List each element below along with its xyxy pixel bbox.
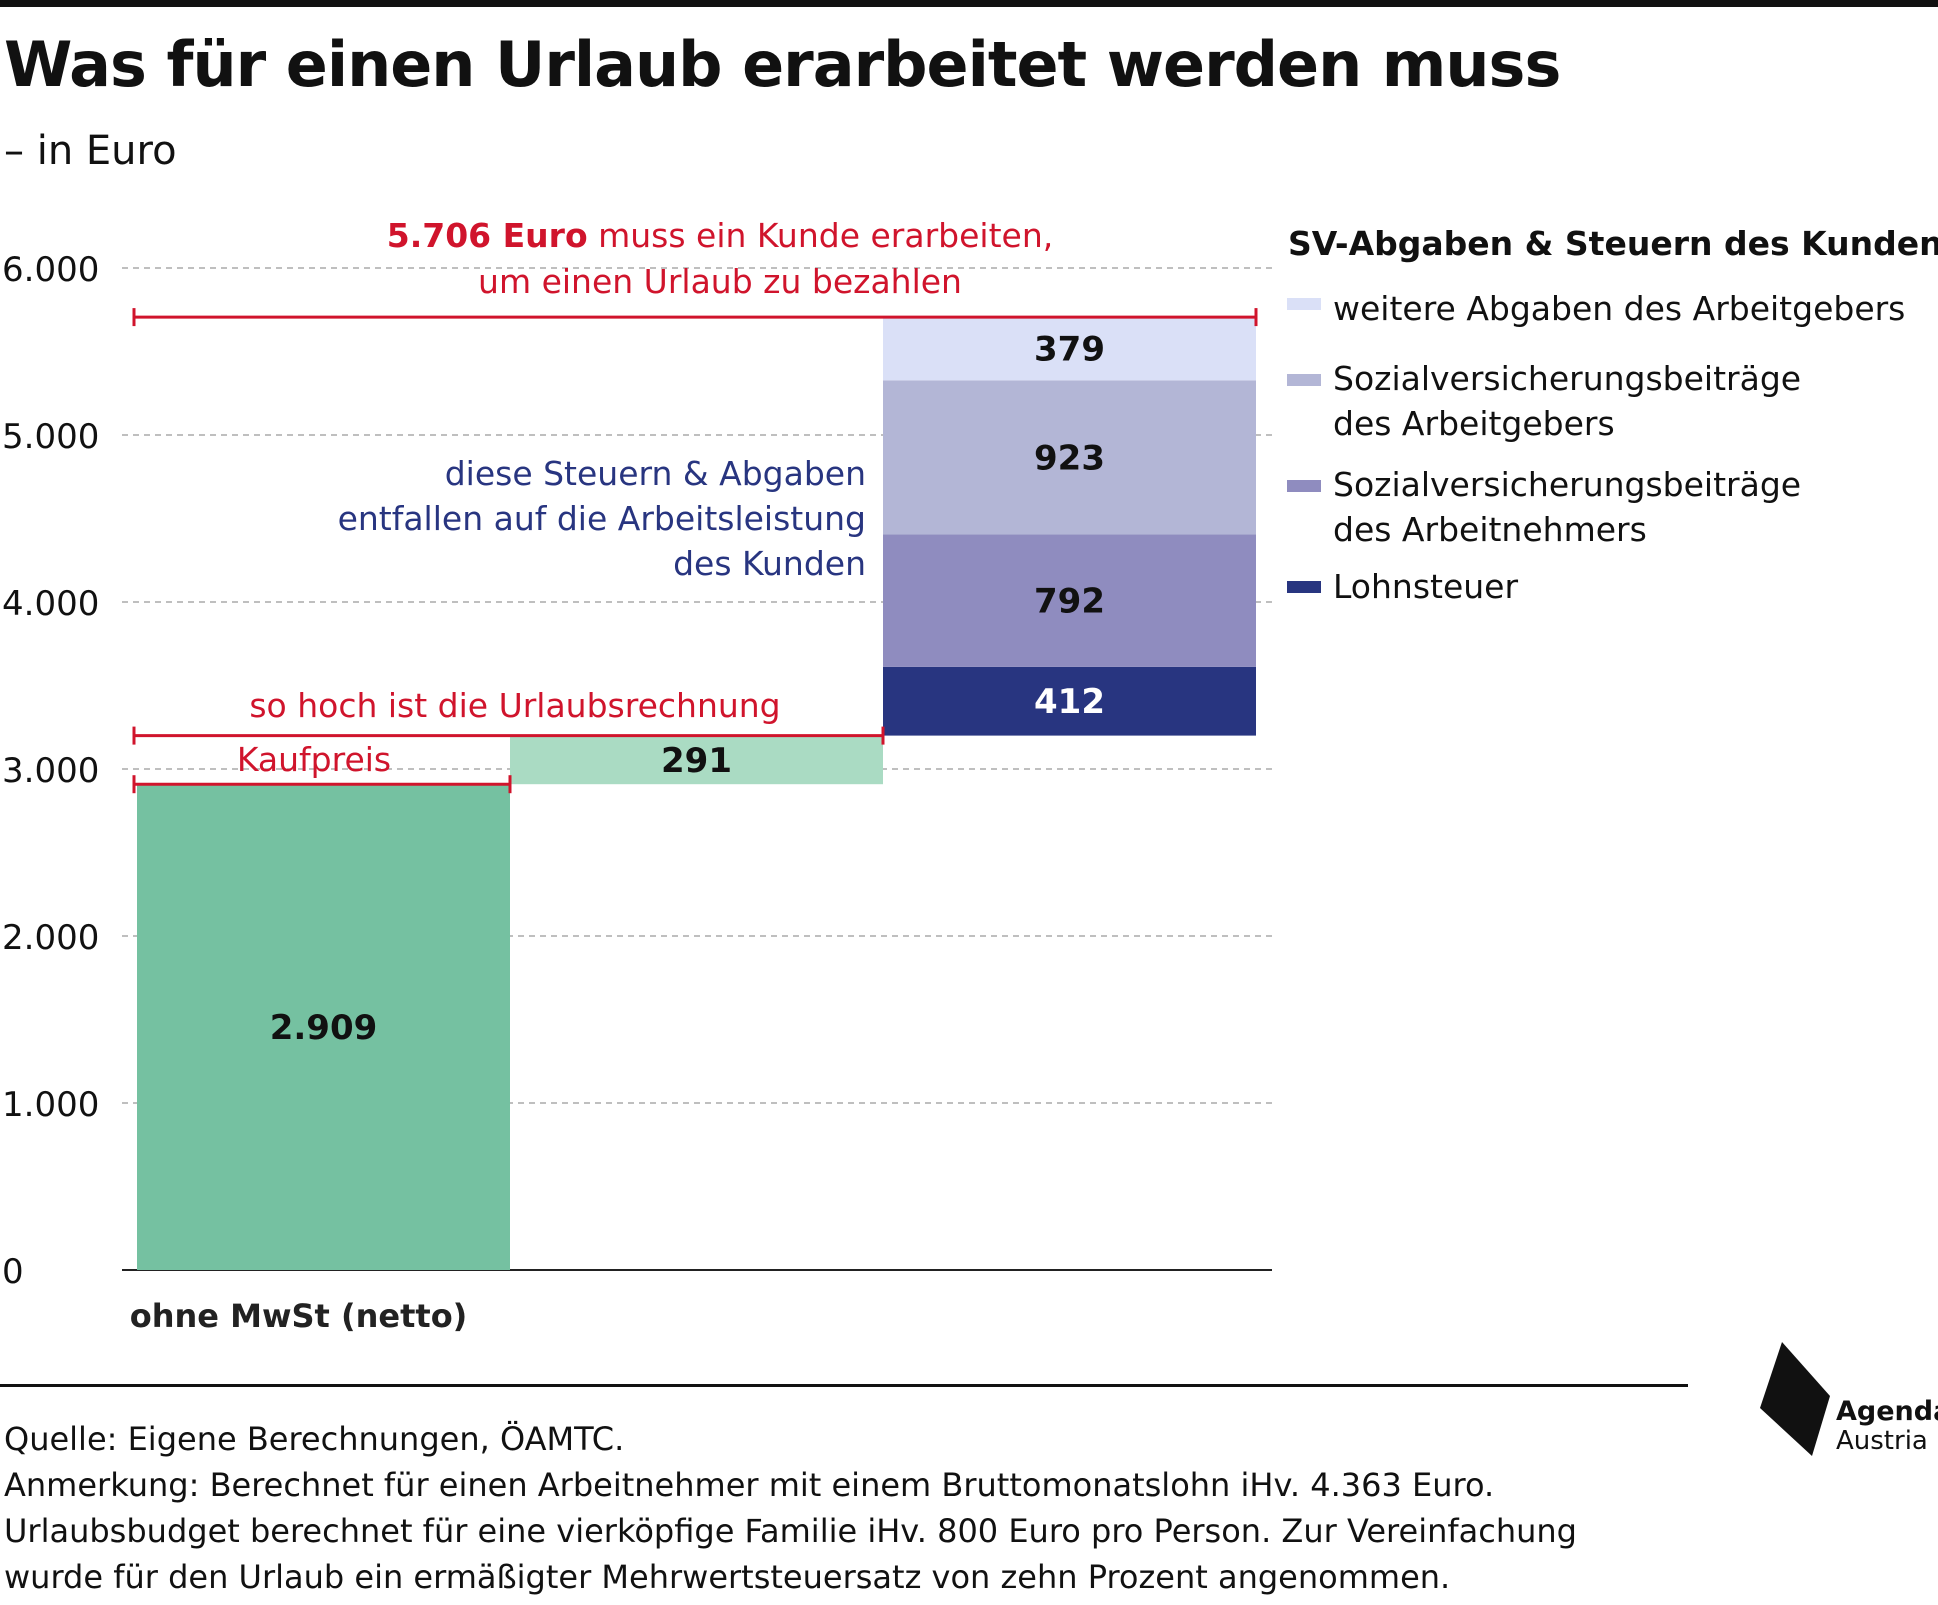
- legend-swatch: [1287, 581, 1321, 593]
- legend-label: Sozialversicherungsbeiträge: [1333, 465, 1801, 504]
- chart-title: Was für einen Urlaub erarbeitet werden m…: [4, 28, 1561, 101]
- invoice-annotation: so hoch ist die Urlaubsrechnung: [249, 686, 780, 725]
- stack-segment: [883, 380, 1256, 535]
- legend-swatch: [1287, 374, 1321, 386]
- chart-subtitle: – in Euro: [4, 128, 177, 174]
- y-tick-label: 3.000: [2, 751, 99, 791]
- note-line-1: Anmerkung: Berechnet für einen Arbeitneh…: [4, 1466, 1495, 1504]
- total-annotation: 5.706 Euro muss ein Kunde erarbeiten,: [387, 216, 1053, 255]
- bar: [510, 735, 883, 785]
- legend-label: Sozialversicherungsbeiträge: [1333, 359, 1801, 398]
- waterfall-chart: 0 1.000 2.000 3.000 4.000 5.000 6.000 2.909 291…: [2, 216, 1938, 1335]
- taxes-annotation-line: entfallen auf die Arbeitsleistung: [338, 499, 866, 538]
- legend-label: Lohnsteuer: [1333, 567, 1518, 606]
- annotations: 5.706 Euro muss ein Kunde erarbeiten, um …: [132, 216, 1258, 794]
- stack-value-label: 923: [1034, 438, 1105, 478]
- legend-swatch: [1287, 480, 1321, 492]
- bar: [137, 784, 510, 1270]
- top-rule: [0, 0, 1938, 7]
- total-annotation-strong: 5.706 Euro: [387, 216, 588, 255]
- legend: SV-Abgaben & Steuern des Kunden: weitere …: [1287, 224, 1938, 606]
- bar-value-label: 291: [661, 741, 732, 781]
- legend-label: des Arbeitgebers: [1333, 404, 1615, 443]
- bars: 2.909 291 412 792 923 379 ohne MwSt (netto): [130, 317, 1256, 1335]
- total-annotation-rest: muss ein Kunde erarbeiten,: [588, 216, 1054, 255]
- y-tick-label: 0: [2, 1252, 24, 1292]
- y-axis: 0 1.000 2.000 3.000 4.000 5.000 6.000: [2, 250, 99, 1292]
- y-tick-label: 1.000: [2, 1085, 99, 1125]
- stack-value-label: 379: [1034, 330, 1105, 370]
- legend-title: SV-Abgaben & Steuern des Kunden:: [1288, 224, 1938, 263]
- legend-label: des Arbeitnehmers: [1333, 510, 1647, 549]
- price-annotation: Kaufpreis: [237, 740, 391, 779]
- footer-rule: [0, 1384, 1688, 1387]
- taxes-annotation-line: des Kunden: [673, 544, 866, 583]
- taxes-annotation-line: diese Steuern & Abgaben: [445, 454, 866, 493]
- source-text: Quelle: Eigene Berechnungen, ÖAMTC.: [4, 1420, 625, 1458]
- y-tick-label: 6.000: [2, 250, 99, 290]
- logo-text-austria: Austria: [1836, 1426, 1928, 1456]
- stack-segment: [883, 666, 1256, 736]
- y-tick-label: 5.000: [2, 417, 99, 457]
- legend-label: weitere Abgaben des Arbeitgebers: [1333, 289, 1905, 328]
- note-line-3: wurde für den Urlaub ein ermäßigter Mehr…: [4, 1558, 1451, 1596]
- agenda-austria-logo-icon: [1760, 1342, 1830, 1456]
- stack-value-label: 412: [1034, 682, 1105, 722]
- stack-segment: [883, 317, 1256, 381]
- legend-swatch: [1287, 298, 1321, 310]
- total-annotation-line2: um einen Urlaub zu bezahlen: [478, 262, 962, 301]
- stack-value-label: 792: [1034, 582, 1105, 622]
- y-tick-label: 4.000: [2, 584, 99, 624]
- y-tick-label: 2.000: [2, 918, 99, 958]
- x-category-label: ohne MwSt (netto): [130, 1297, 468, 1335]
- logo-text-agenda: Agenda: [1836, 1396, 1938, 1427]
- stack-segment: [883, 534, 1256, 667]
- bar-value-label: 2.909: [270, 1008, 378, 1048]
- note-line-2: Urlaubsbudget berechnet für eine vierköp…: [4, 1512, 1577, 1550]
